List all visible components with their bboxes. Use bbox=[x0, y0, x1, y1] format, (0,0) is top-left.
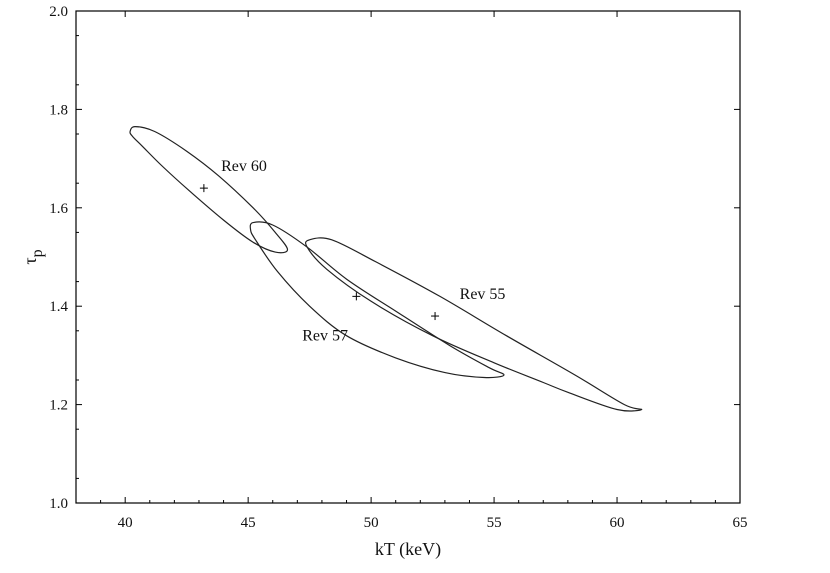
label-rev-60: Rev 60 bbox=[221, 158, 267, 175]
plot-frame bbox=[75, 10, 741, 504]
x-tick-label: 60 bbox=[610, 515, 625, 531]
x-tick-label: 55 bbox=[487, 515, 502, 531]
x-tick-label: 45 bbox=[241, 515, 256, 531]
x-tick-label: 65 bbox=[733, 515, 748, 531]
best-fit-markers bbox=[199, 184, 440, 321]
contour-rev-57 bbox=[249, 221, 505, 379]
contour-rev-55 bbox=[305, 237, 643, 412]
y-tick-label: 1.2 bbox=[49, 398, 68, 414]
series-labels: Rev 60 Rev 57 Rev 55 bbox=[221, 158, 505, 345]
y-axis-title: τp bbox=[20, 249, 46, 264]
y-tick-label: 1.6 bbox=[49, 201, 68, 217]
y-tick-label: 1.8 bbox=[49, 102, 68, 118]
axis-ticks bbox=[75, 10, 741, 504]
y-tick-label: 1.4 bbox=[49, 299, 68, 315]
best-fit-marker-rev-60 bbox=[199, 184, 208, 193]
x-tick-label: 40 bbox=[118, 515, 133, 531]
axis-tick-labels: 40 45 50 55 60 65 1.0 1.2 1.4 1.6 1.8 2.0 bbox=[49, 4, 747, 531]
contour-rev-60 bbox=[129, 125, 289, 254]
best-fit-marker-rev-57 bbox=[352, 292, 361, 301]
x-axis-title: kT (keV) bbox=[375, 539, 441, 560]
label-rev-55: Rev 55 bbox=[460, 286, 506, 303]
y-tick-label: 1.0 bbox=[49, 496, 68, 512]
x-tick-label: 50 bbox=[364, 515, 379, 531]
confidence-contours bbox=[129, 125, 643, 412]
best-fit-marker-rev-55 bbox=[431, 312, 440, 321]
y-axis-title-subscript: p bbox=[29, 249, 46, 257]
label-rev-57: Rev 57 bbox=[302, 328, 348, 345]
y-axis-title-main: τ bbox=[20, 257, 40, 264]
y-tick-label: 2.0 bbox=[49, 4, 68, 20]
